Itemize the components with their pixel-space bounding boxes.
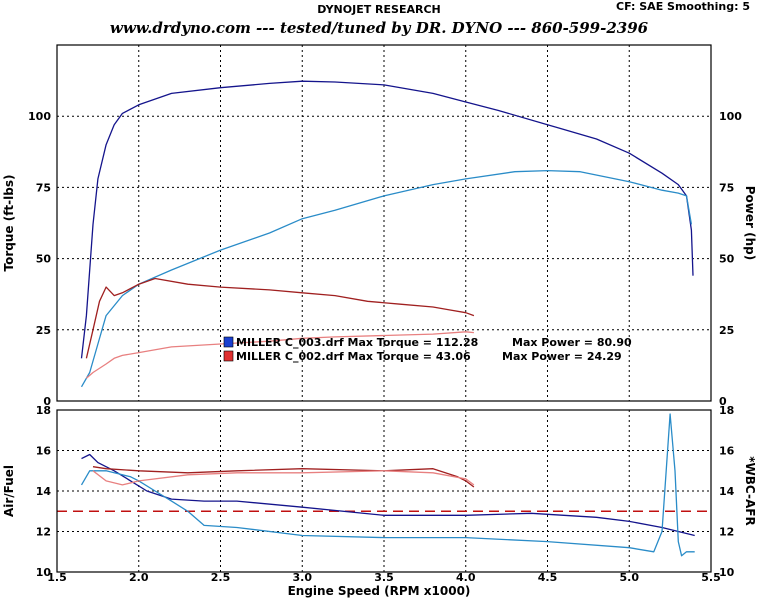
legend-power-run002: Max Power = 24.29 bbox=[502, 350, 622, 363]
legend-entry-run002: MILLER C_002.drf Max Torque = 43.06 bbox=[236, 350, 471, 363]
series-air_fuel-miller-c-003-drf bbox=[81, 453, 695, 537]
top-y-tick-label: 100 bbox=[28, 110, 51, 123]
series-torque-miller-c-003-drf bbox=[80, 80, 694, 359]
y-axis-label-right-bottom: *WBC-AFR bbox=[743, 456, 757, 525]
axis-ticks: 0 0 25 25 50 50 75 75 100 100 10 10 12 12 14 14 16 16 18 18… bbox=[28, 110, 742, 584]
bottom-y-tick-label: 18 bbox=[36, 404, 51, 417]
series-wbc_afr-miller-c-002-drf bbox=[92, 470, 475, 486]
top-y-tick-label: 75 bbox=[36, 181, 51, 194]
series-power-miller-c-003-drf bbox=[80, 169, 693, 388]
legend: MILLER C_003.drf Max Torque = 112.28 Max… bbox=[223, 336, 632, 363]
legend-power-run003: Max Power = 80.90 bbox=[512, 336, 632, 349]
top-panel-series bbox=[80, 80, 694, 388]
bottom-y-tick-label: 12 bbox=[36, 526, 51, 539]
top-y2-tick-label: 50 bbox=[719, 253, 735, 266]
bottom-y2-tick-label: 14 bbox=[719, 485, 735, 498]
bottom-y2-tick-label: 12 bbox=[719, 526, 734, 539]
legend-swatch-run003 bbox=[223, 336, 234, 348]
top-y2-tick-label: 100 bbox=[719, 110, 742, 123]
series-power-miller-c-002-drf bbox=[85, 331, 474, 379]
top-y2-tick-label: 0 bbox=[719, 395, 727, 408]
top-y2-tick-label: 25 bbox=[719, 324, 734, 337]
y-axis-label-right-top: Power (hp) bbox=[743, 186, 757, 260]
x-tick-label: 4.5 bbox=[538, 571, 558, 584]
legend-entry-run003: MILLER C_003.drf Max Torque = 112.28 bbox=[236, 336, 478, 349]
top-y-tick-label: 50 bbox=[36, 253, 52, 266]
y-axis-label-left-top: Torque (ft-lbs) bbox=[2, 175, 16, 272]
top-panel-frame bbox=[56, 44, 712, 402]
top-y2-tick-label: 75 bbox=[719, 181, 734, 194]
bottom-y-tick-label: 14 bbox=[36, 485, 52, 498]
x-tick-label: 5.0 bbox=[620, 571, 640, 584]
bottom-y2-tick-label: 18 bbox=[719, 404, 734, 417]
y-axis-label-left-bottom: Air/Fuel bbox=[2, 465, 16, 517]
bottom-y2-tick-label: 10 bbox=[719, 566, 735, 579]
correction-factor-smoothing: CF: SAE Smoothing: 5 bbox=[616, 0, 750, 13]
x-tick-label: 4.0 bbox=[456, 571, 476, 584]
bottom-panel-series bbox=[80, 413, 695, 557]
bottom-y-tick-label: 10 bbox=[36, 566, 52, 579]
x-tick-label: 3.5 bbox=[374, 571, 394, 584]
bottom-y-tick-label: 16 bbox=[36, 445, 52, 458]
bottom-panel-frame bbox=[56, 409, 712, 573]
x-axis-label: Engine Speed (RPM x1000) bbox=[288, 584, 471, 598]
top-y-tick-label: 0 bbox=[43, 395, 51, 408]
series-wbc_afr-miller-c-003-drf bbox=[80, 413, 695, 557]
series-air_fuel-miller-c-002-drf bbox=[92, 466, 475, 488]
x-tick-label: 3.0 bbox=[293, 571, 313, 584]
x-tick-label: 1.5 bbox=[47, 571, 67, 584]
x-tick-label: 2.0 bbox=[129, 571, 149, 584]
chart-header-title: DYNOJET RESEARCH bbox=[317, 3, 441, 16]
series-torque-miller-c-002-drf bbox=[85, 277, 475, 359]
chart-subtitle: www.drdyno.com --- tested/tuned by DR. D… bbox=[109, 19, 649, 37]
bottom-y2-tick-label: 16 bbox=[719, 445, 735, 458]
x-tick-label: 5.5 bbox=[701, 571, 721, 584]
top-y-tick-label: 25 bbox=[36, 324, 51, 337]
x-tick-label: 2.5 bbox=[211, 571, 231, 584]
legend-swatch-run002 bbox=[223, 350, 234, 362]
